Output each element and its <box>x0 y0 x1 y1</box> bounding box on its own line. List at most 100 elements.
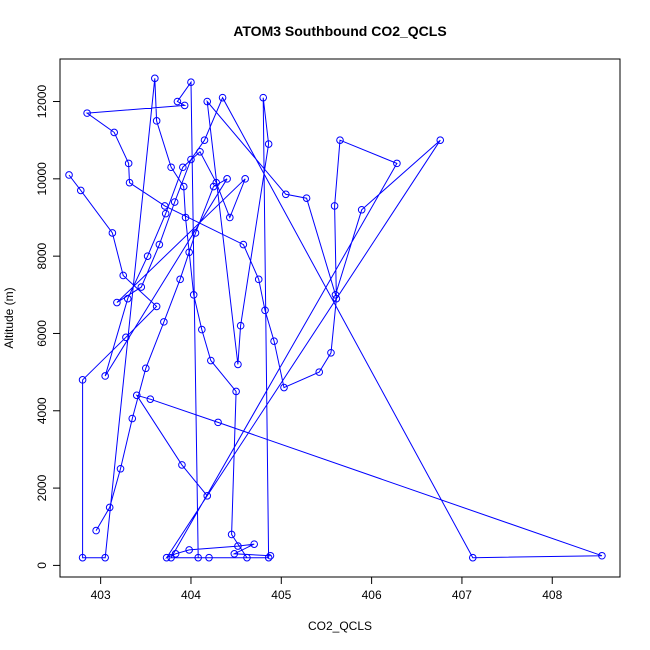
data-point <box>315 368 324 376</box>
data-point <box>200 136 209 144</box>
data-point <box>264 140 273 148</box>
data-point <box>132 391 141 400</box>
data-point <box>143 252 152 260</box>
data-point <box>207 356 215 365</box>
data-point <box>155 240 164 249</box>
data-point <box>198 325 206 334</box>
data-point <box>152 117 161 125</box>
x-axis: 403 404 405 406 407 408 <box>91 576 563 602</box>
data-point <box>598 551 606 560</box>
data-point <box>226 213 234 222</box>
data-point <box>113 298 121 307</box>
data-point <box>259 93 268 102</box>
data-point <box>152 302 161 311</box>
data-point <box>280 383 288 392</box>
data-point <box>101 553 109 562</box>
data-point <box>162 553 171 562</box>
data-point <box>264 553 273 562</box>
chart-title: ATOM3 Southbound CO2_QCLS <box>233 23 446 39</box>
data-point <box>212 178 221 187</box>
data-point <box>203 97 212 106</box>
data-point <box>170 198 179 206</box>
data-point <box>232 387 240 396</box>
data-point <box>65 171 73 179</box>
y-axis: 0 2000 4000 6000 8000 10000 12000 <box>35 85 61 569</box>
data-point <box>282 190 290 199</box>
y-tick-label: 4000 <box>35 397 49 424</box>
series-line <box>68 78 441 559</box>
data-point <box>151 74 159 83</box>
data-point <box>223 175 231 183</box>
data-point <box>179 182 188 191</box>
data-point <box>468 553 477 562</box>
data-point <box>180 101 189 110</box>
data-point <box>191 229 200 237</box>
data-point <box>137 283 146 291</box>
series-lines <box>68 78 603 559</box>
y-tick-label: 6000 <box>35 320 49 347</box>
y-tick-label: 8000 <box>35 242 49 269</box>
data-point <box>171 550 180 558</box>
data-point <box>214 418 222 427</box>
data-point <box>92 526 100 535</box>
data-point <box>239 240 248 249</box>
data-point <box>194 553 202 562</box>
data-point <box>270 337 278 345</box>
data-point <box>124 159 133 168</box>
data-point <box>393 159 401 168</box>
data-point <box>125 178 134 187</box>
data-point <box>119 271 128 280</box>
data-point <box>250 540 258 548</box>
data-point <box>243 553 251 562</box>
y-axis-label: Altitude (m) <box>2 287 16 348</box>
x-tick-label: 407 <box>452 588 472 602</box>
data-point <box>209 182 218 191</box>
x-tick-label: 406 <box>362 588 382 602</box>
data-point <box>332 294 341 303</box>
data-point <box>241 175 249 183</box>
data-point <box>196 147 204 156</box>
data-point <box>176 275 184 284</box>
data-point <box>205 553 213 562</box>
data-point <box>78 376 87 384</box>
x-tick-label: 405 <box>271 588 291 602</box>
data-point <box>189 291 198 299</box>
y-tick-label: 2000 <box>35 474 49 501</box>
data-point <box>187 78 195 86</box>
data-point <box>218 93 227 102</box>
data-point <box>436 136 445 144</box>
series-line <box>95 96 603 559</box>
y-tick-label: 10000 <box>35 162 49 196</box>
data-point <box>160 202 169 210</box>
data-point <box>146 395 155 403</box>
data-point <box>327 348 335 357</box>
data-point <box>236 321 245 330</box>
data-point <box>234 360 242 369</box>
data-point <box>254 275 263 284</box>
data-point <box>167 163 175 172</box>
data-point <box>76 186 85 195</box>
data-point <box>331 291 340 299</box>
data-point <box>227 530 236 539</box>
data-point <box>181 213 190 222</box>
data-point <box>105 503 114 512</box>
data-point <box>266 551 275 560</box>
data-point <box>110 128 118 137</box>
data-point <box>261 306 269 315</box>
data-point <box>161 209 170 218</box>
data-point <box>108 229 117 237</box>
y-tick-label: 12000 <box>35 85 49 119</box>
data-point <box>142 364 150 373</box>
y-tick-label: 0 <box>35 562 49 569</box>
data-point <box>123 294 132 303</box>
data-point <box>187 155 195 164</box>
data-point <box>357 205 366 214</box>
data-point <box>160 318 168 326</box>
data-point <box>178 461 186 469</box>
data-point <box>179 163 187 172</box>
data-point <box>302 194 311 202</box>
x-tick-label: 403 <box>91 588 111 602</box>
data-point <box>128 414 137 423</box>
data-point <box>122 333 130 342</box>
